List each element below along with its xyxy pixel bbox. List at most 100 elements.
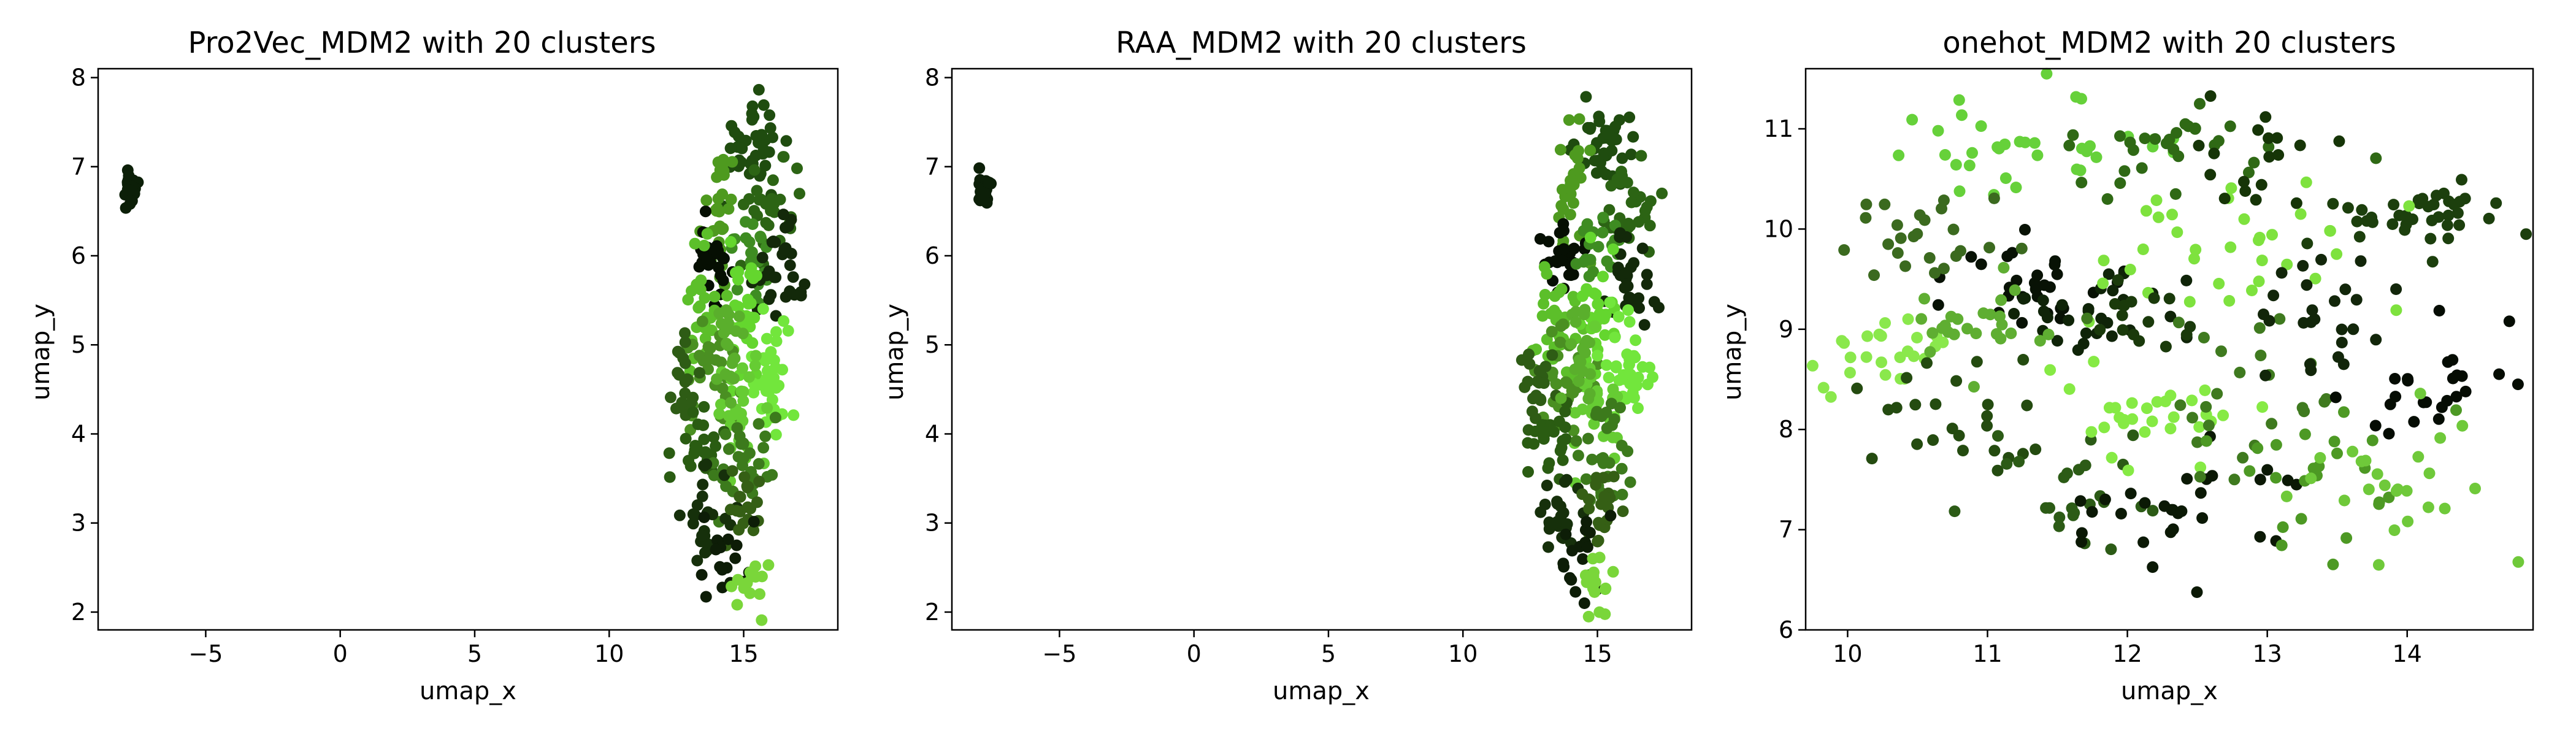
scatter-point — [734, 430, 746, 442]
scatter-point — [1535, 506, 1547, 518]
scatter-point — [735, 156, 747, 168]
scatter-point — [2512, 378, 2524, 391]
scatter-point — [1591, 137, 1603, 149]
scatter-point — [1579, 569, 1592, 581]
y-tick-label: 2 — [71, 599, 86, 626]
scatter-point — [708, 291, 721, 303]
scatter-point — [2215, 345, 2227, 358]
scatter-point — [1565, 269, 1577, 282]
scatter-point — [2263, 132, 2275, 144]
scatter-point — [2425, 232, 2437, 245]
scatter-point — [1588, 418, 1600, 430]
scatter-point — [2115, 508, 2127, 519]
scatter-point — [2152, 211, 2164, 223]
scatter-point — [2125, 296, 2137, 308]
scatter-point — [2041, 67, 2053, 80]
scatter-point — [1656, 187, 1668, 199]
scatter-point — [2090, 151, 2103, 163]
chart-title: RAA_MDM2 with 20 clusters — [1116, 26, 1527, 60]
points-layer — [973, 91, 1668, 623]
scatter-point — [2270, 439, 2282, 451]
scatter-point — [761, 365, 773, 377]
y-tick-label: 5 — [925, 331, 940, 358]
scatter-point — [1950, 159, 1962, 171]
scatter-point — [2137, 536, 2150, 548]
scatter-point — [2315, 253, 2327, 266]
scatter-point — [754, 588, 765, 600]
scatter-point — [2076, 177, 2088, 189]
scatter-point — [746, 246, 758, 258]
scatter-point — [1636, 361, 1649, 373]
scatter-point — [2252, 124, 2264, 136]
scatter-point — [2426, 256, 2439, 268]
scatter-point — [2195, 487, 2207, 499]
scatter-point — [1633, 292, 1645, 304]
scatter-point — [2237, 451, 2249, 464]
scatter-point — [1641, 269, 1653, 281]
scatter-point — [1578, 597, 1590, 609]
scatter-point — [2388, 199, 2400, 211]
scatter-point — [725, 193, 737, 205]
scatter-point — [1581, 516, 1593, 528]
scatter-point — [1882, 238, 1895, 250]
scatter-point — [2080, 327, 2092, 339]
scatter-point — [973, 162, 986, 174]
scatter-point — [2136, 162, 2148, 174]
scatter-point — [2469, 483, 2481, 494]
scatter-point — [2193, 421, 2206, 433]
x-tick-label: 15 — [729, 640, 758, 667]
scatter-point — [691, 278, 703, 291]
scatter-point — [1953, 94, 1965, 106]
scatter-point — [1608, 413, 1620, 425]
scatter-point — [747, 272, 759, 285]
scatter-point — [2001, 250, 2014, 263]
scatter-point — [2244, 465, 2256, 477]
scatter-point — [716, 581, 729, 594]
scatter-point — [1932, 299, 1944, 311]
scatter-point — [2450, 391, 2463, 403]
scatter-point — [1953, 185, 1966, 197]
scatter-point — [711, 202, 724, 215]
scatter-point — [1616, 152, 1628, 164]
scatter-point — [2434, 432, 2447, 444]
scatter-point — [1984, 242, 1995, 254]
scatter-point — [1968, 381, 1980, 393]
scatter-point — [728, 372, 740, 385]
scatter-point — [737, 395, 749, 407]
y-tick-label: 3 — [71, 510, 86, 537]
scatter-point — [696, 529, 708, 542]
y-tick-label: 6 — [925, 242, 940, 269]
scatter-point — [2266, 229, 2278, 241]
y-tick-label: 5 — [71, 331, 86, 358]
scatter-point — [2188, 253, 2200, 265]
scatter-point — [743, 371, 755, 383]
scatter-point — [1570, 435, 1582, 447]
scatter-point — [2206, 470, 2218, 482]
scatter-point — [1609, 120, 1622, 132]
scatter-point — [2402, 375, 2414, 387]
scatter-point — [2339, 283, 2352, 296]
scatter-point — [2428, 199, 2440, 210]
scatter-point — [1570, 586, 1582, 598]
scatter-point — [2187, 412, 2198, 424]
scatter-point — [1573, 354, 1585, 366]
scatter-point — [1539, 289, 1551, 301]
scatter-point — [2356, 204, 2368, 216]
scatter-point — [1608, 470, 1620, 483]
scatter-point — [2408, 416, 2420, 428]
scatter-point — [2439, 502, 2451, 515]
scatter-point — [2124, 264, 2136, 275]
scatter-point — [1599, 329, 1611, 341]
scatter-point — [1605, 180, 1617, 192]
scatter-point — [1627, 131, 1639, 143]
x-tick-label: 0 — [333, 640, 348, 667]
scatter-point — [2383, 491, 2395, 504]
scatter-point — [2267, 289, 2280, 302]
scatter-point — [753, 458, 765, 470]
scatter-point — [761, 402, 773, 414]
scatter-point — [2175, 505, 2188, 517]
scatter-point — [743, 193, 755, 205]
scatter-point — [2369, 420, 2382, 432]
scatter-point — [2194, 98, 2206, 110]
